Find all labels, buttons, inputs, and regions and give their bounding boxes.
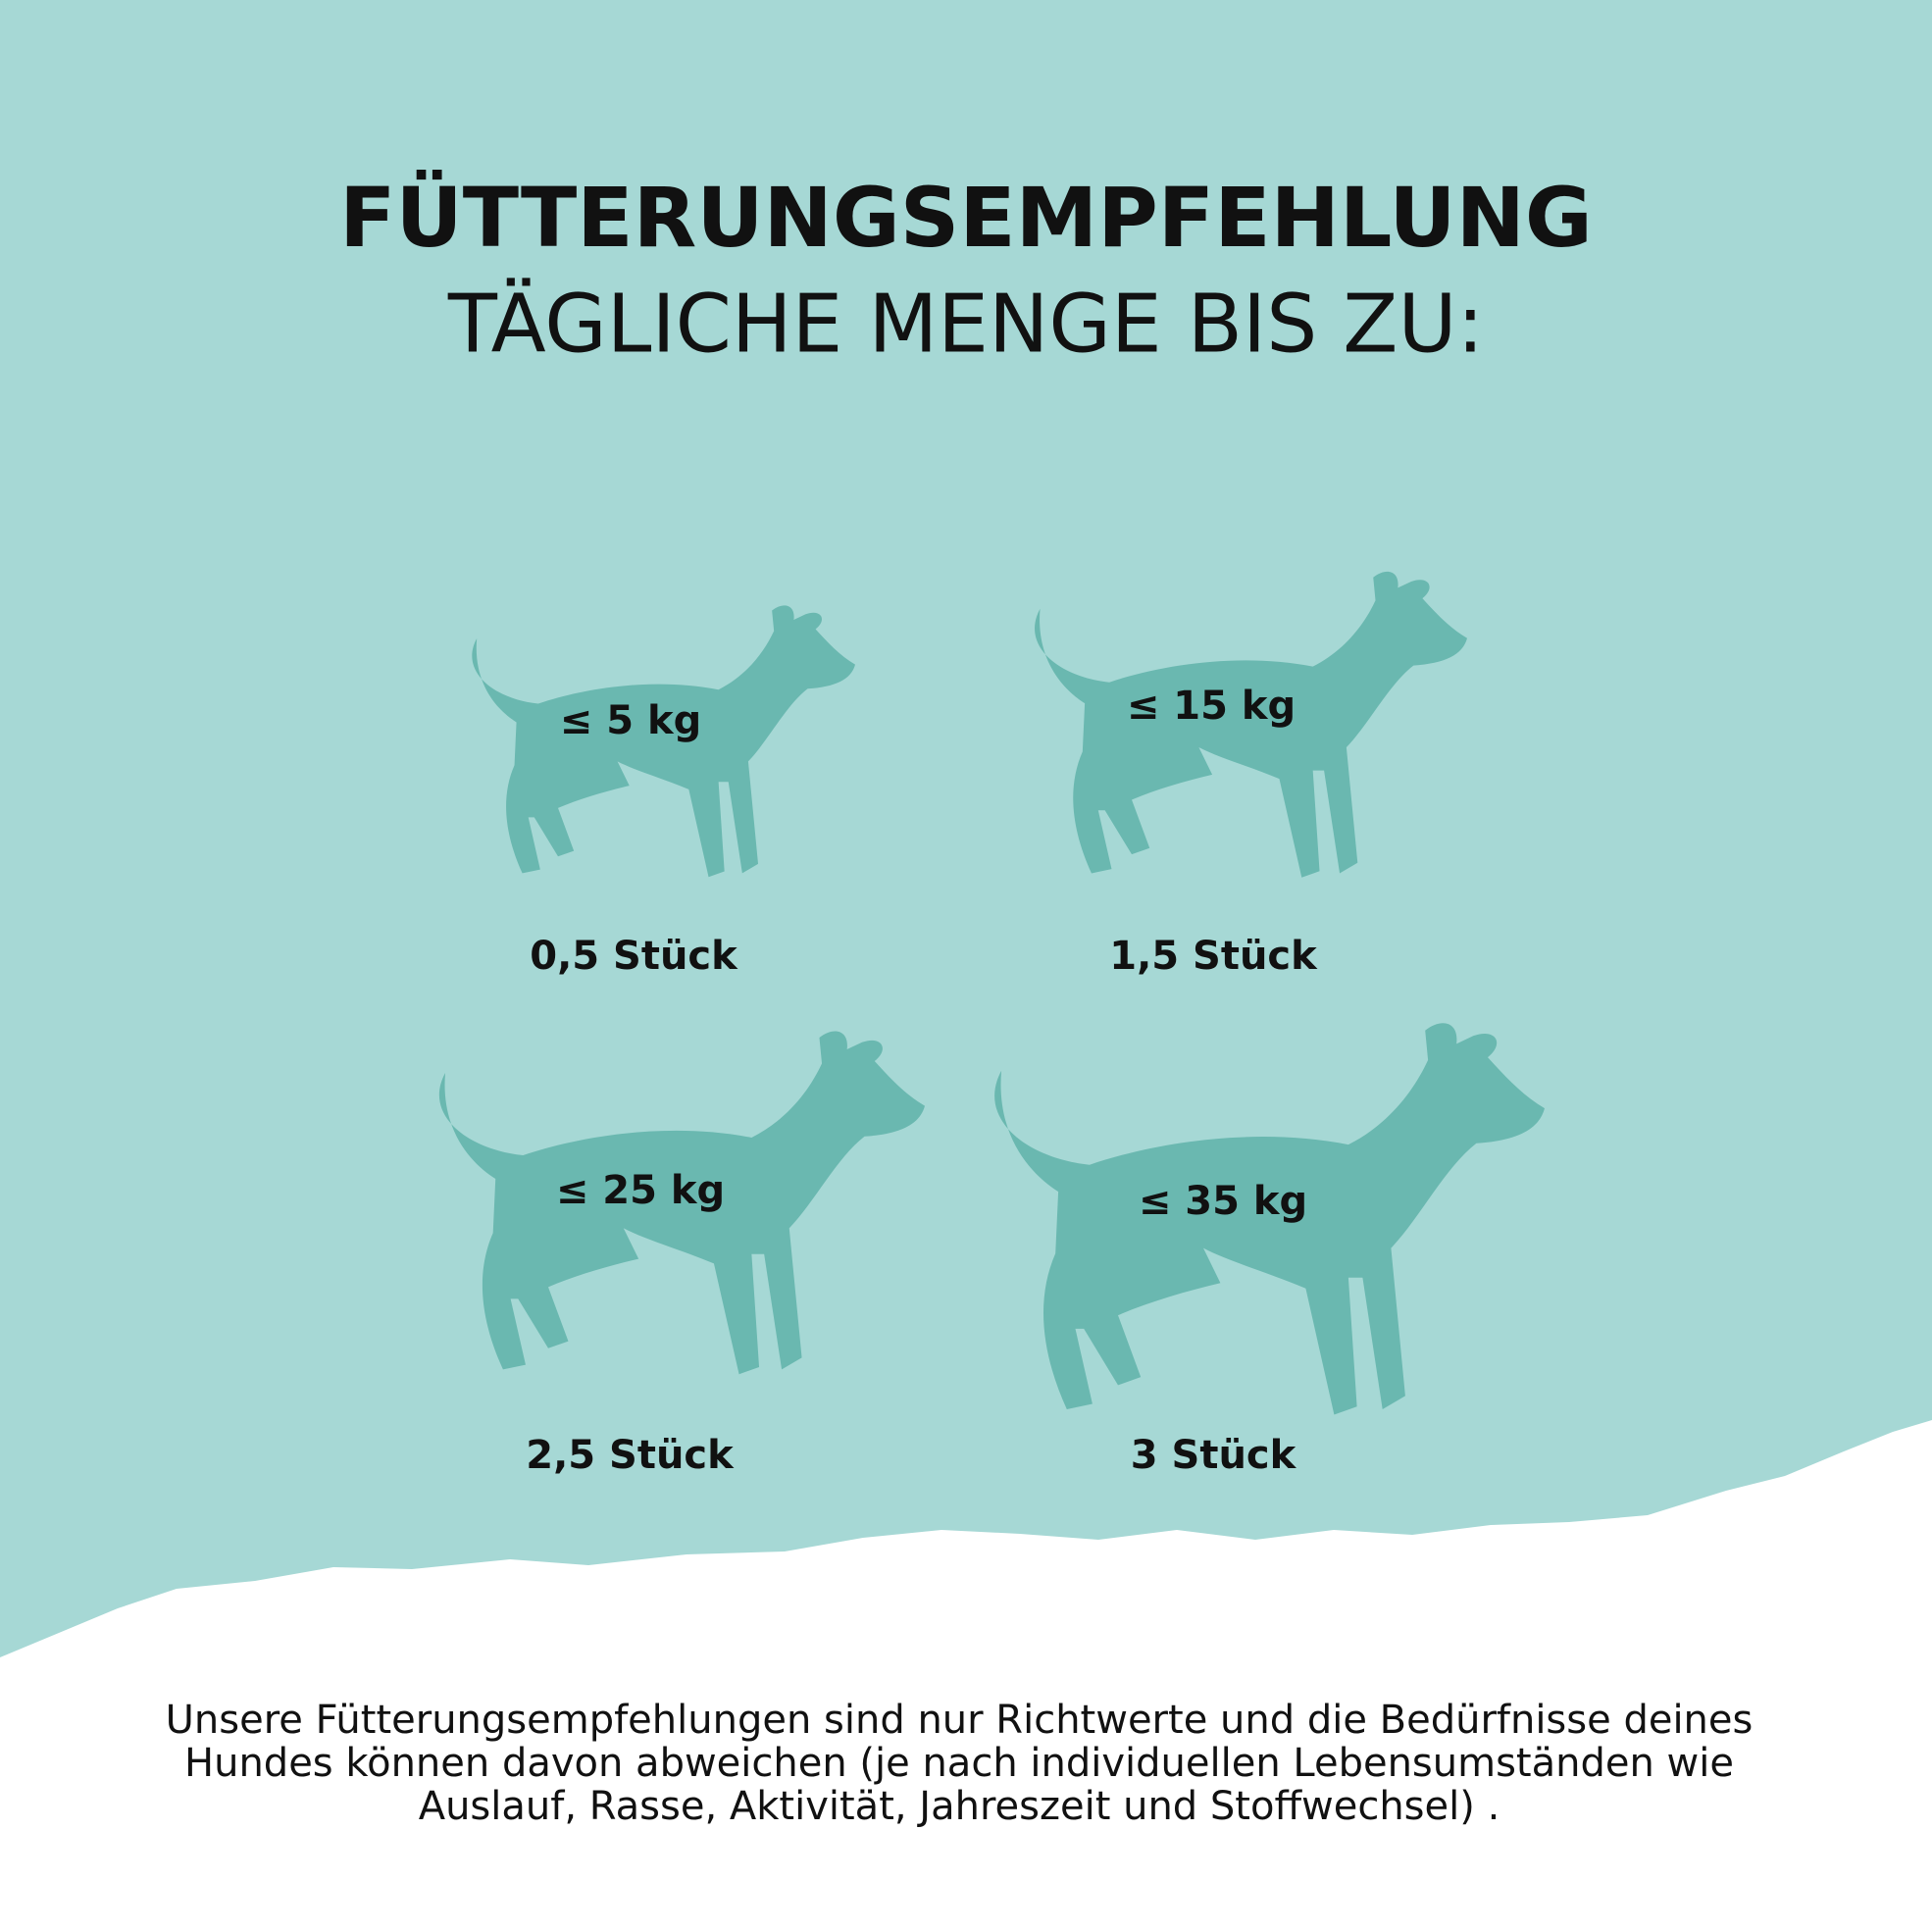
torn-paper [0, 1420, 1932, 1932]
footnote-line: Unsere Fütterungsempfehlungen sind nur R… [166, 1698, 1754, 1743]
footnote-line: Auslauf, Rasse, Aktivität, Jahreszeit un… [419, 1784, 1500, 1829]
amount-label: 1,5 Stück [1109, 934, 1318, 979]
weight-label: ≤ 35 kg [1139, 1179, 1307, 1224]
weight-label: ≤ 25 kg [556, 1168, 725, 1213]
footnote-line: Hundes können davon abweichen (je nach i… [184, 1741, 1734, 1786]
amount-label: 2,5 Stück [526, 1433, 735, 1478]
amount-label: 3 Stück [1131, 1433, 1297, 1478]
weight-label: ≤ 5 kg [560, 698, 701, 743]
amount-label: 0,5 Stück [530, 934, 738, 979]
weight-label: ≤ 15 kg [1127, 684, 1296, 729]
subtitle: TÄGLICHE MENGE BIS ZU: [447, 278, 1484, 371]
title: FÜTTERUNGSEMPFEHLUNG [339, 170, 1593, 266]
